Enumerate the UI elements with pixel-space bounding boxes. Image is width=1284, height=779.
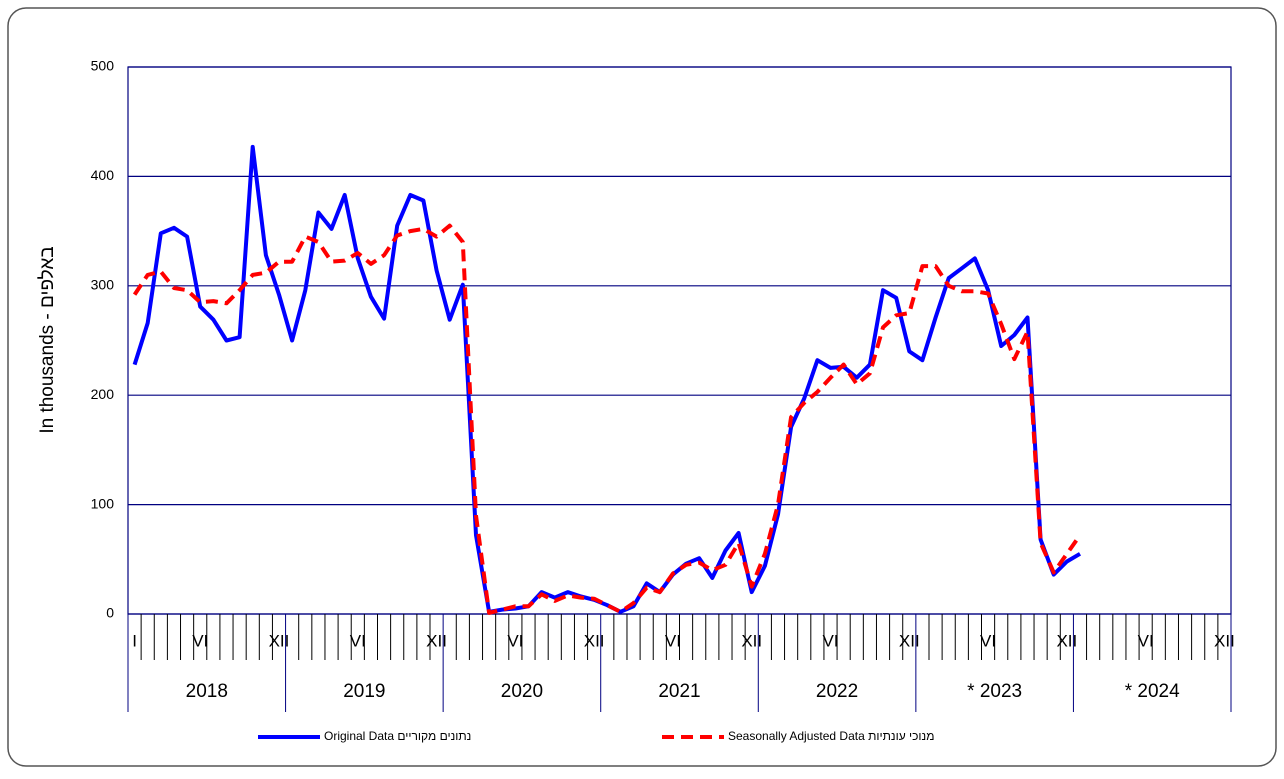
series-line	[132, 144, 1082, 614]
x-tick-label: XII	[1214, 631, 1235, 650]
x-tick-label: XII	[584, 631, 605, 650]
x-tick-label: XII	[741, 631, 762, 650]
chart-frame	[7, 7, 1277, 767]
legend-label: Original Data נתונים מקוריים	[324, 729, 471, 743]
y-tick-label: 500	[91, 58, 115, 74]
y-tick-label: 400	[91, 167, 115, 183]
x-tick-label: VI	[822, 631, 838, 650]
y-tick-label: 0	[106, 605, 114, 621]
x-tick-label: VI	[507, 631, 523, 650]
year-label: 2020	[501, 681, 543, 702]
year-label: 2022	[816, 681, 858, 702]
x-tick-label: VI	[350, 631, 366, 650]
y-axis-label: In thousands - באלפים	[37, 246, 58, 433]
y-tick-label: 100	[91, 495, 115, 511]
x-tick-label: VI	[1138, 631, 1154, 650]
y-tick-label: 200	[91, 386, 115, 402]
x-tick-label: XII	[1056, 631, 1077, 650]
year-label: * 2023	[967, 681, 1022, 702]
year-label: 2019	[343, 681, 385, 702]
x-tick-label: XII	[899, 631, 920, 650]
x-tick-label: VI	[192, 631, 208, 650]
year-label: 2021	[658, 681, 700, 702]
x-tick-label: VI	[665, 631, 681, 650]
series-line	[132, 223, 1082, 615]
x-tick-label: XII	[426, 631, 447, 650]
x-tick-label: I	[132, 631, 137, 650]
x-tick-label: VI	[980, 631, 996, 650]
year-label: 2018	[186, 681, 228, 702]
year-label: * 2024	[1125, 681, 1180, 702]
legend-label: Seasonally Adjusted Data מנוכי עונתיות	[728, 729, 934, 743]
y-tick-label: 300	[91, 277, 115, 293]
x-tick-label: XII	[269, 631, 290, 650]
